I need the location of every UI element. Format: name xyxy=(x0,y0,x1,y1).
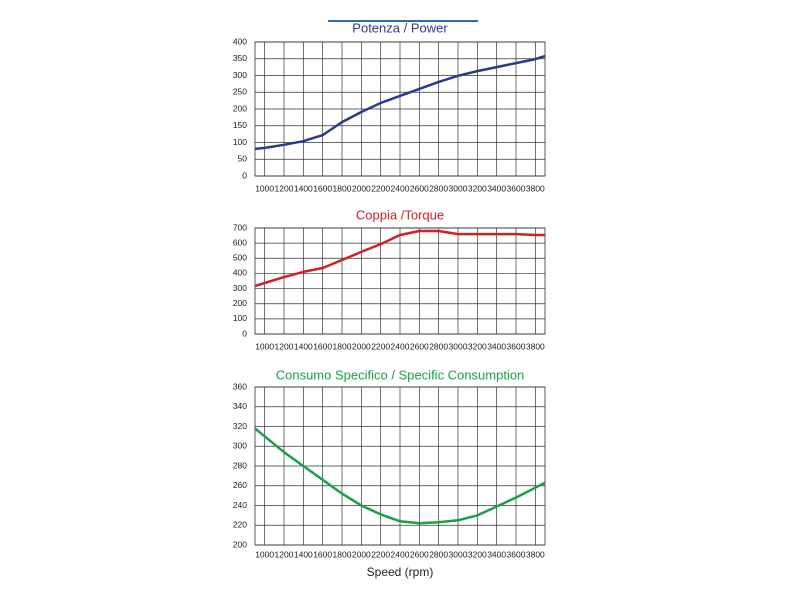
x-tick-label: 1200 xyxy=(275,341,294,351)
x-tick-label: 2200 xyxy=(371,183,390,193)
data-line xyxy=(254,427,546,525)
x-tick-label: 1400 xyxy=(294,183,313,193)
x-tick-label: 2400 xyxy=(391,549,410,559)
y-tick-label: 220 xyxy=(233,520,247,530)
y-tick-label: 500 xyxy=(233,253,247,263)
y-tick-label: 360 xyxy=(233,381,247,391)
y-tick-label: 100 xyxy=(233,137,247,147)
x-tick-label: 3200 xyxy=(468,341,487,351)
plot-frame xyxy=(254,386,546,546)
x-tick-label: 1400 xyxy=(294,341,313,351)
x-tick-label: 2400 xyxy=(391,183,410,193)
x-tick-label: 3000 xyxy=(449,341,468,351)
x-tick-label: 3200 xyxy=(468,549,487,559)
y-tick-label: 0 xyxy=(242,170,247,180)
y-tick-label: 320 xyxy=(233,421,247,431)
y-tick-label: 200 xyxy=(233,103,247,113)
y-tick-label: 300 xyxy=(233,441,247,451)
y-tick-label: 150 xyxy=(233,120,247,130)
x-tick-label: 3400 xyxy=(487,549,506,559)
x-tick-label: 1800 xyxy=(333,341,352,351)
x-tick-label: 2400 xyxy=(391,341,410,351)
x-axis-title: Speed (rpm) xyxy=(367,565,434,579)
x-tick-label: 3000 xyxy=(449,183,468,193)
plot-frame xyxy=(254,41,546,177)
x-tick-label: 2200 xyxy=(371,549,390,559)
x-tick-label: 1000 xyxy=(255,549,274,559)
y-tick-label: 400 xyxy=(233,268,247,278)
x-tick-label: 2000 xyxy=(352,183,371,193)
x-tick-label: 2600 xyxy=(410,549,429,559)
x-tick-label: 1600 xyxy=(313,183,332,193)
x-tick-label: 1600 xyxy=(313,341,332,351)
y-tick-label: 340 xyxy=(233,401,247,411)
x-tick-label: 2000 xyxy=(352,549,371,559)
y-tick-label: 700 xyxy=(233,222,247,232)
y-tick-label: 200 xyxy=(233,298,247,308)
x-tick-label: 2000 xyxy=(352,341,371,351)
y-tick-label: 250 xyxy=(233,87,247,97)
y-tick-label: 0 xyxy=(242,328,247,338)
x-tick-label: 3800 xyxy=(526,183,545,193)
x-tick-label: 1200 xyxy=(275,549,294,559)
y-tick-label: 240 xyxy=(233,500,247,510)
chart-title: Coppia /Torque xyxy=(356,207,444,222)
x-tick-label: 3800 xyxy=(526,549,545,559)
x-tick-label: 2600 xyxy=(410,341,429,351)
x-tick-label: 3600 xyxy=(507,549,526,559)
x-tick-label: 3400 xyxy=(487,341,506,351)
x-tick-label: 3200 xyxy=(468,183,487,193)
x-tick-label: 1200 xyxy=(275,183,294,193)
x-tick-label: 1800 xyxy=(333,549,352,559)
y-tick-label: 100 xyxy=(233,313,247,323)
plot-frame xyxy=(254,227,546,335)
x-tick-label: 3600 xyxy=(507,341,526,351)
y-tick-label: 260 xyxy=(233,480,247,490)
x-tick-label: 2800 xyxy=(429,341,448,351)
y-tick-label: 200 xyxy=(233,539,247,549)
x-tick-label: 3800 xyxy=(526,341,545,351)
x-tick-label: 2600 xyxy=(410,183,429,193)
x-tick-label: 2200 xyxy=(371,341,390,351)
y-tick-label: 400 xyxy=(233,36,247,46)
y-tick-label: 600 xyxy=(233,237,247,247)
y-tick-label: 280 xyxy=(233,460,247,470)
x-tick-label: 1800 xyxy=(333,183,352,193)
x-tick-label: 2800 xyxy=(429,183,448,193)
chart-title: Potenza / Power xyxy=(352,20,448,35)
data-line xyxy=(254,229,545,288)
x-tick-label: 1400 xyxy=(294,549,313,559)
x-tick-label: 1600 xyxy=(313,549,332,559)
x-tick-label: 3400 xyxy=(487,183,506,193)
x-tick-label: 3000 xyxy=(449,549,468,559)
x-tick-label: 1000 xyxy=(255,183,274,193)
y-tick-label: 300 xyxy=(233,70,247,80)
chart-title: Consumo Specifico / Specific Consumption xyxy=(276,367,525,382)
y-tick-label: 350 xyxy=(233,53,247,63)
y-tick-label: 300 xyxy=(233,283,247,293)
x-tick-label: 3600 xyxy=(507,183,526,193)
x-tick-label: 2800 xyxy=(429,549,448,559)
data-line xyxy=(254,54,546,151)
x-tick-label: 1000 xyxy=(255,341,274,351)
y-tick-label: 50 xyxy=(238,154,248,164)
